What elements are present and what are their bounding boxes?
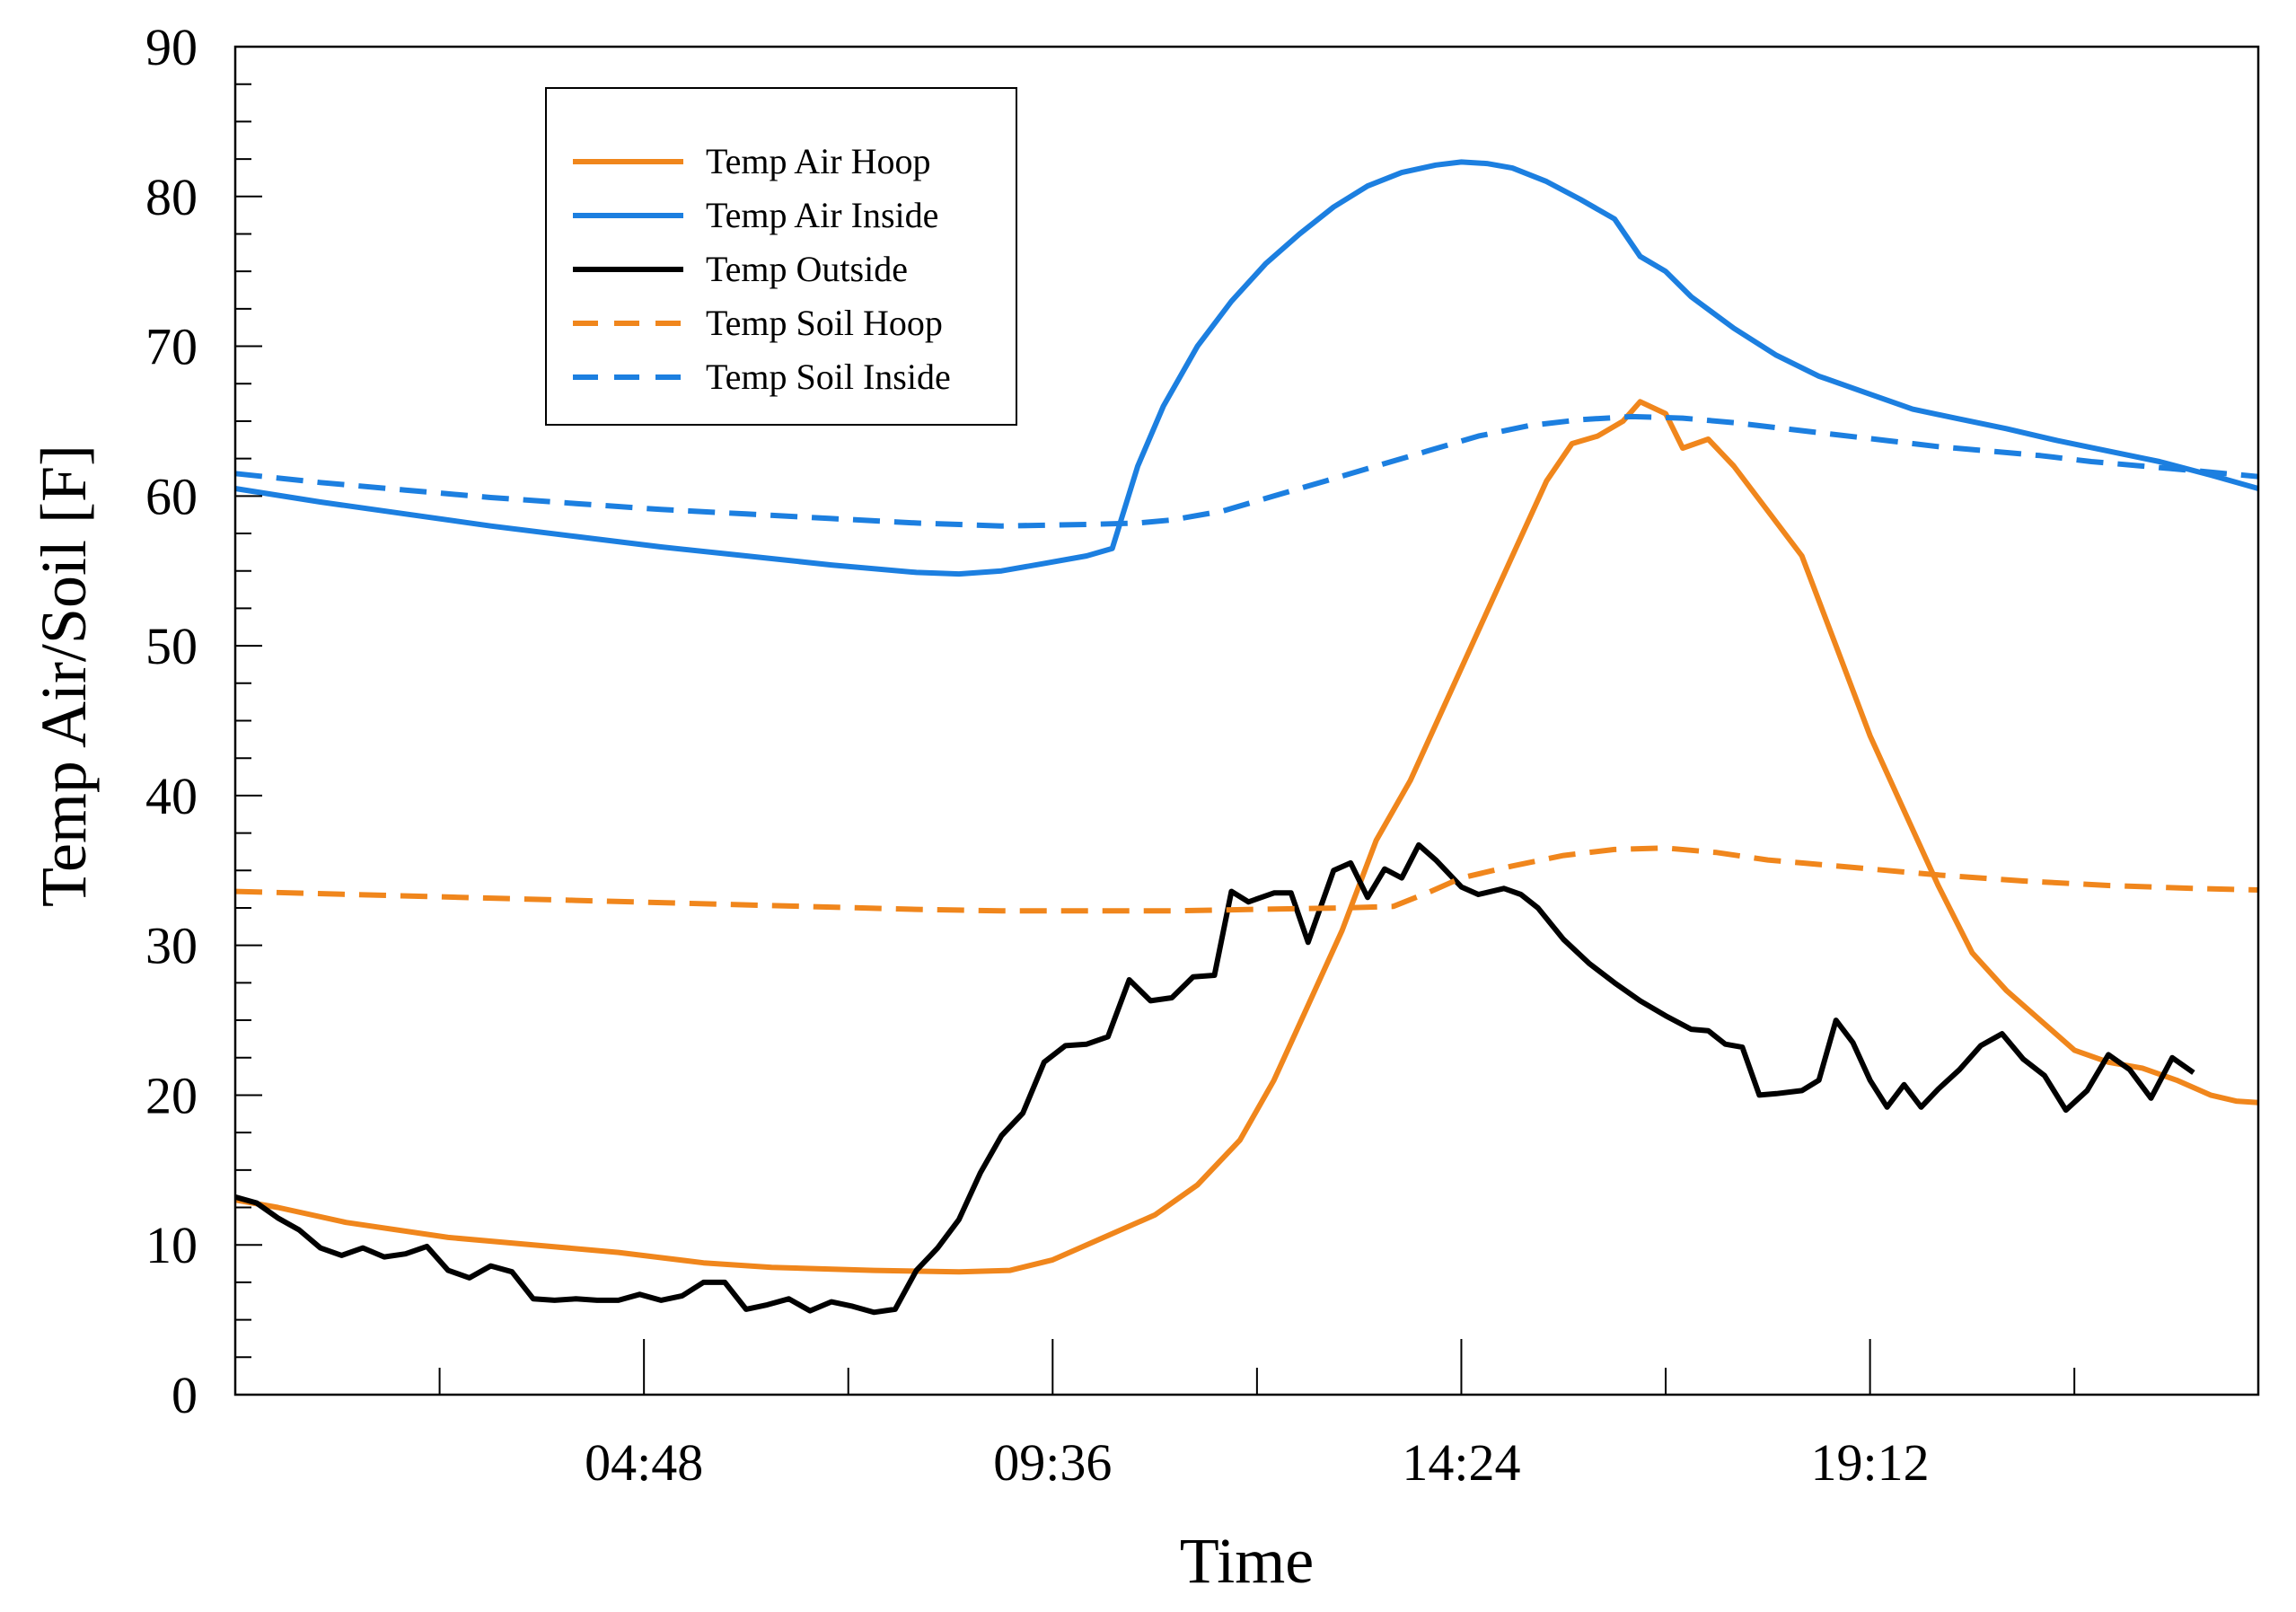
x-axis: 04:48 09:36 14:24 19:12 <box>438 1339 2076 1492</box>
x-axis-title: Time <box>1180 1525 1314 1597</box>
y-tick-label: 30 <box>145 917 198 975</box>
x-tick-label: 09:36 <box>993 1433 1112 1492</box>
x-tick-label: 19:12 <box>1811 1433 1930 1492</box>
series-line-temp-air-inside <box>234 159 2259 577</box>
legend-label: Temp Soil Inside <box>706 357 951 397</box>
y-tick-label: 40 <box>145 767 198 825</box>
series-line-temp-soil-inside <box>234 413 2259 529</box>
series-line-temp-soil-hoop <box>234 845 2259 914</box>
y-axis-title: Temp Air/Soil [F] <box>28 445 100 907</box>
legend: Temp Air Hoop Temp Air Inside Temp Outside… <box>545 87 1017 426</box>
y-tick-label: 0 <box>172 1366 198 1424</box>
legend-label: Temp Soil Hoop <box>706 303 943 343</box>
legend-label: Temp Air Hoop <box>706 141 931 181</box>
legend-label: Temp Air Inside <box>706 195 938 235</box>
y-tick-label: 90 <box>145 18 198 76</box>
legend-box <box>545 87 1017 426</box>
series-layer <box>234 159 2259 1316</box>
y-tick-label: 60 <box>145 467 198 525</box>
x-tick-label: 14:24 <box>1402 1433 1520 1492</box>
y-tick-label: 20 <box>145 1066 198 1124</box>
y-tick-label: 50 <box>145 617 198 675</box>
y-axis: 0 10 20 30 40 50 60 70 80 90 <box>145 18 262 1424</box>
y-tick-label: 80 <box>145 168 198 226</box>
legend-label: Temp Outside <box>706 249 908 289</box>
series-line-temp-outside <box>234 841 2195 1316</box>
series-line-temp-air-hoop <box>234 399 2259 1275</box>
y-tick-label: 10 <box>145 1216 198 1274</box>
y-tick-label: 70 <box>145 318 198 376</box>
x-tick-label: 04:48 <box>585 1433 703 1492</box>
